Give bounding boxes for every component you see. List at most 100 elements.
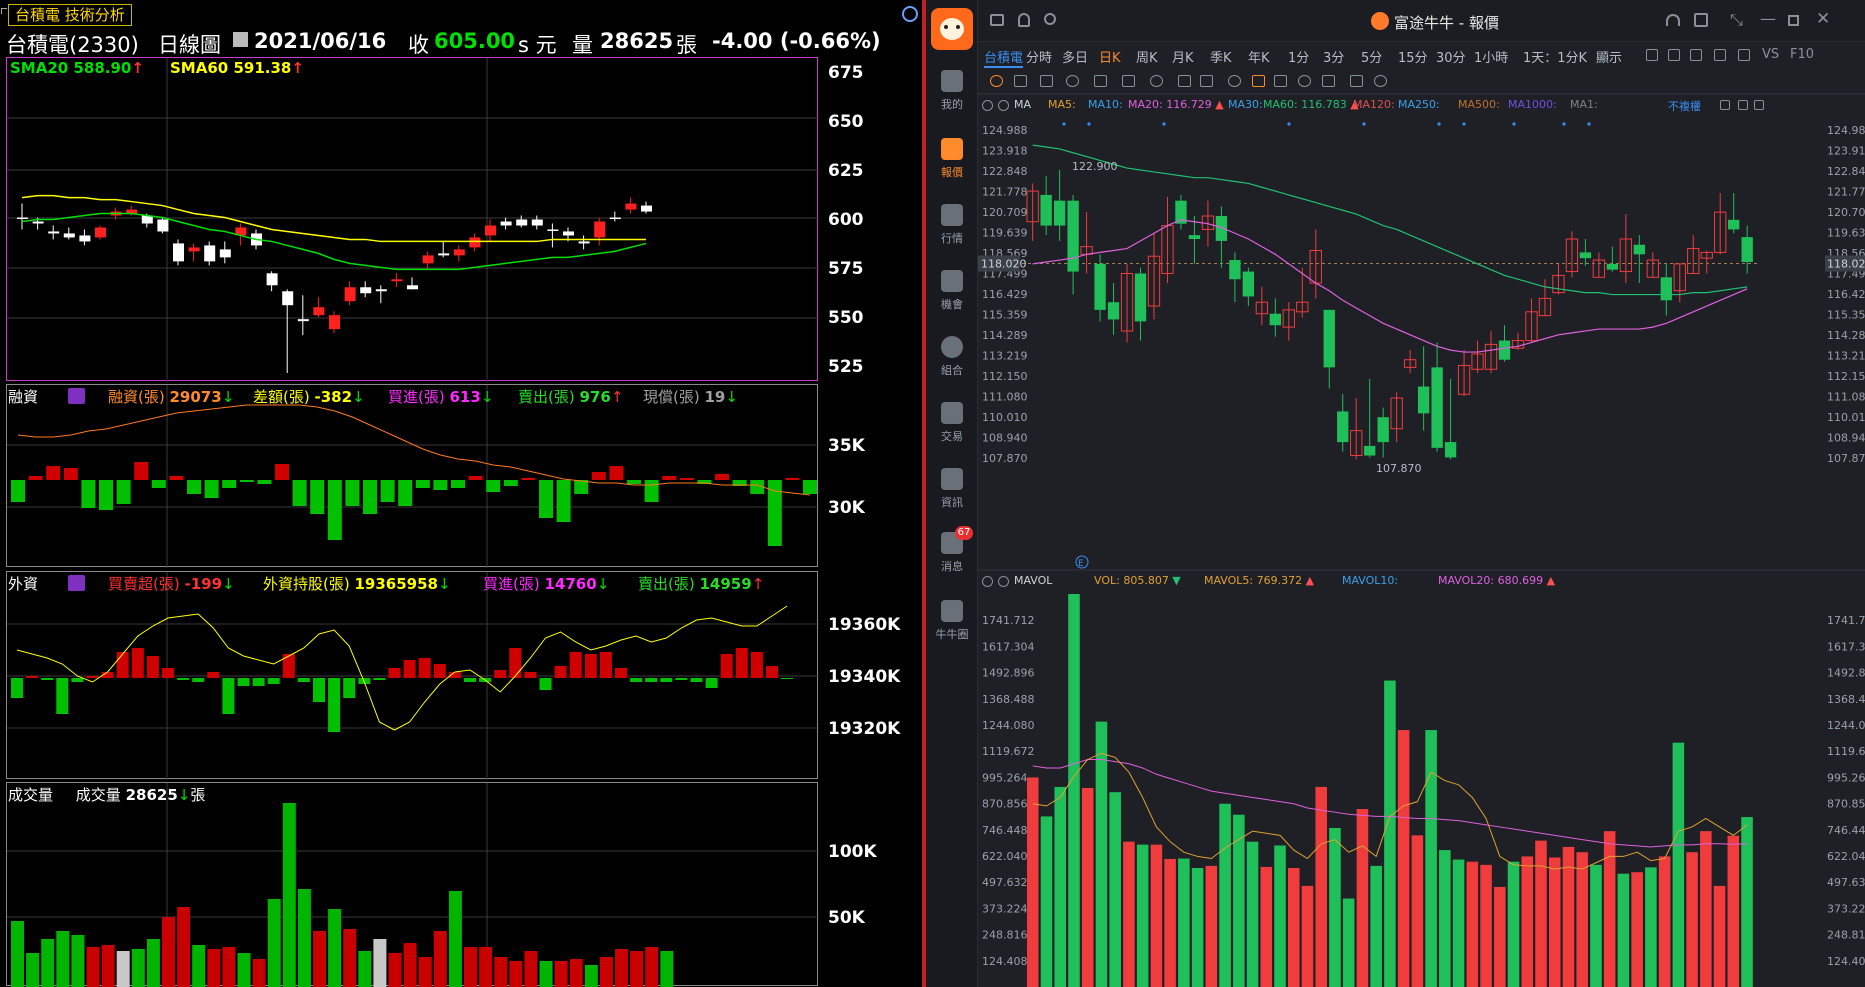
sma20-label: SMA20 588.90↑ — [10, 59, 144, 77]
camera-icon[interactable] — [1690, 49, 1702, 61]
vs-icon: VS — [1762, 47, 1780, 62]
indicator-settings-icon[interactable] — [982, 100, 993, 111]
foreign-bar — [56, 678, 69, 714]
tab-14[interactable]: 1天：1分K — [1523, 51, 1588, 66]
triangle-icon: ▲ — [1302, 574, 1315, 587]
sma60-line — [21, 194, 646, 243]
lock-icon[interactable] — [1274, 75, 1287, 87]
text-icon[interactable] — [1178, 75, 1191, 87]
margin-bar — [398, 480, 413, 506]
sidebar-item-user[interactable]: 我的 — [926, 70, 978, 126]
compare-icon[interactable] — [1738, 49, 1750, 61]
candle-body — [1107, 302, 1120, 320]
tab-6[interactable]: 季K — [1210, 51, 1232, 66]
volume-bar — [56, 931, 70, 987]
margin-bar — [134, 462, 149, 480]
candle-body — [1134, 273, 1147, 322]
minus-icon[interactable] — [1738, 100, 1748, 110]
dropdown-icon[interactable] — [233, 32, 248, 47]
tab-15[interactable]: 顯示 — [1596, 51, 1623, 66]
shrink-icon[interactable]: ⤡ — [1730, 10, 1743, 29]
tab-1[interactable]: 分時 — [1026, 51, 1053, 66]
sidebar-item-news[interactable]: 資訊 — [926, 468, 978, 524]
vol-axis-label-right: 373.224 — [1827, 902, 1865, 915]
tab-0[interactable]: 台積電 — [984, 47, 1024, 68]
line-icon[interactable] — [1014, 75, 1027, 87]
tab-7[interactable]: 年K — [1248, 51, 1270, 66]
link-icon[interactable] — [1350, 75, 1363, 87]
sidebar-item-message[interactable]: 消息 67 — [926, 526, 978, 588]
fib-icon[interactable] — [1094, 75, 1107, 87]
sidebar-item-quote[interactable]: 報價 — [926, 138, 978, 194]
tab-5[interactable]: 月K — [1172, 51, 1194, 66]
volume-bar — [433, 931, 447, 987]
tab-9[interactable]: 3分 — [1323, 51, 1345, 66]
magnet-icon[interactable] — [1252, 75, 1265, 87]
comment-icon[interactable] — [1200, 75, 1213, 87]
tab-11[interactable]: 15分 — [1398, 51, 1428, 66]
candle-body — [469, 237, 481, 248]
ma-row-name: MA — [1014, 98, 1032, 111]
indicator-close-icon[interactable] — [998, 100, 1009, 111]
headset-icon[interactable] — [1666, 14, 1680, 26]
menu-icon[interactable] — [990, 14, 1004, 26]
undo-icon[interactable] — [1720, 100, 1730, 110]
sidebar-item-trade[interactable]: 交易 — [926, 402, 978, 458]
tab-8[interactable]: 1分 — [1288, 51, 1310, 66]
candle-body — [391, 279, 403, 282]
price-axis-label: 625 — [828, 161, 864, 181]
list-icon[interactable] — [68, 388, 85, 404]
zoom-icon[interactable] — [902, 6, 918, 22]
sidebar-item-circle[interactable]: 牛牛圈 — [926, 600, 978, 656]
hide-icon[interactable] — [1298, 75, 1311, 87]
arrow-icon[interactable] — [1150, 75, 1163, 87]
ray-icon[interactable] — [1040, 75, 1053, 87]
search-icon[interactable] — [1044, 13, 1056, 25]
sidebar-item-label: 資訊 — [941, 496, 963, 509]
bell-icon[interactable] — [1018, 13, 1030, 27]
pen-icon[interactable] — [1714, 49, 1726, 61]
brush-icon[interactable] — [1228, 75, 1241, 87]
list-icon[interactable] — [68, 575, 85, 591]
minimize-icon[interactable]: — — [1760, 9, 1776, 28]
layout-icon[interactable] — [1668, 49, 1680, 61]
vol-settings-icon[interactable] — [982, 576, 993, 587]
window-tab[interactable]: 台積電 技術分析 — [8, 4, 132, 26]
pie-icon — [941, 336, 963, 358]
foreign-item: 外資持股(張) 19365958↓ — [263, 573, 451, 594]
ma-item-label: MA60: — [1263, 98, 1298, 111]
news-icon — [941, 468, 963, 490]
tab-12[interactable]: 30分 — [1436, 51, 1466, 66]
foreign-bar — [86, 676, 99, 678]
sidebar-item-chance[interactable]: 機會 — [926, 270, 978, 326]
price-axis-label-left: 119.639 — [982, 226, 1028, 239]
tab-4[interactable]: 周K — [1136, 51, 1158, 66]
sidebar-item-pie[interactable]: 組合 — [926, 336, 978, 392]
vol-close-icon[interactable] — [998, 576, 1009, 587]
close-icon[interactable]: ✕ — [1816, 9, 1831, 29]
vol-item: MAVOL20: 680.699 ▲ — [1438, 574, 1555, 587]
foreign-investor-panel — [6, 571, 819, 780]
gear-icon[interactable] — [1374, 75, 1387, 87]
plus-icon[interactable] — [1754, 100, 1764, 110]
adjust-toggle[interactable]: 不複權 — [1668, 100, 1701, 113]
range-icon[interactable] — [1122, 75, 1135, 87]
foreign-bar — [448, 672, 461, 678]
foreign-bar — [207, 672, 220, 678]
tab-13[interactable]: 1小時 — [1474, 51, 1509, 66]
tab-2[interactable]: 多日 — [1062, 51, 1089, 66]
move-icon[interactable] — [990, 75, 1003, 87]
margin-bar — [11, 480, 25, 502]
tab-10[interactable]: 5分 — [1361, 51, 1383, 66]
shirt-icon[interactable] — [1694, 13, 1708, 27]
trash-icon[interactable] — [1322, 75, 1335, 87]
candle-body — [1525, 311, 1538, 342]
settings-icon[interactable] — [1646, 49, 1658, 61]
tab-3[interactable]: 日K — [1099, 51, 1121, 66]
wave-icon[interactable] — [1066, 75, 1079, 87]
sidebar-item-market[interactable]: 行情 — [926, 204, 978, 260]
maximize-icon[interactable] — [1788, 15, 1799, 26]
margin-item: 現償(張) 19↓ — [643, 386, 738, 407]
vol-axis-label-right: 746.448 — [1827, 824, 1865, 837]
event-marker — [1362, 122, 1366, 126]
